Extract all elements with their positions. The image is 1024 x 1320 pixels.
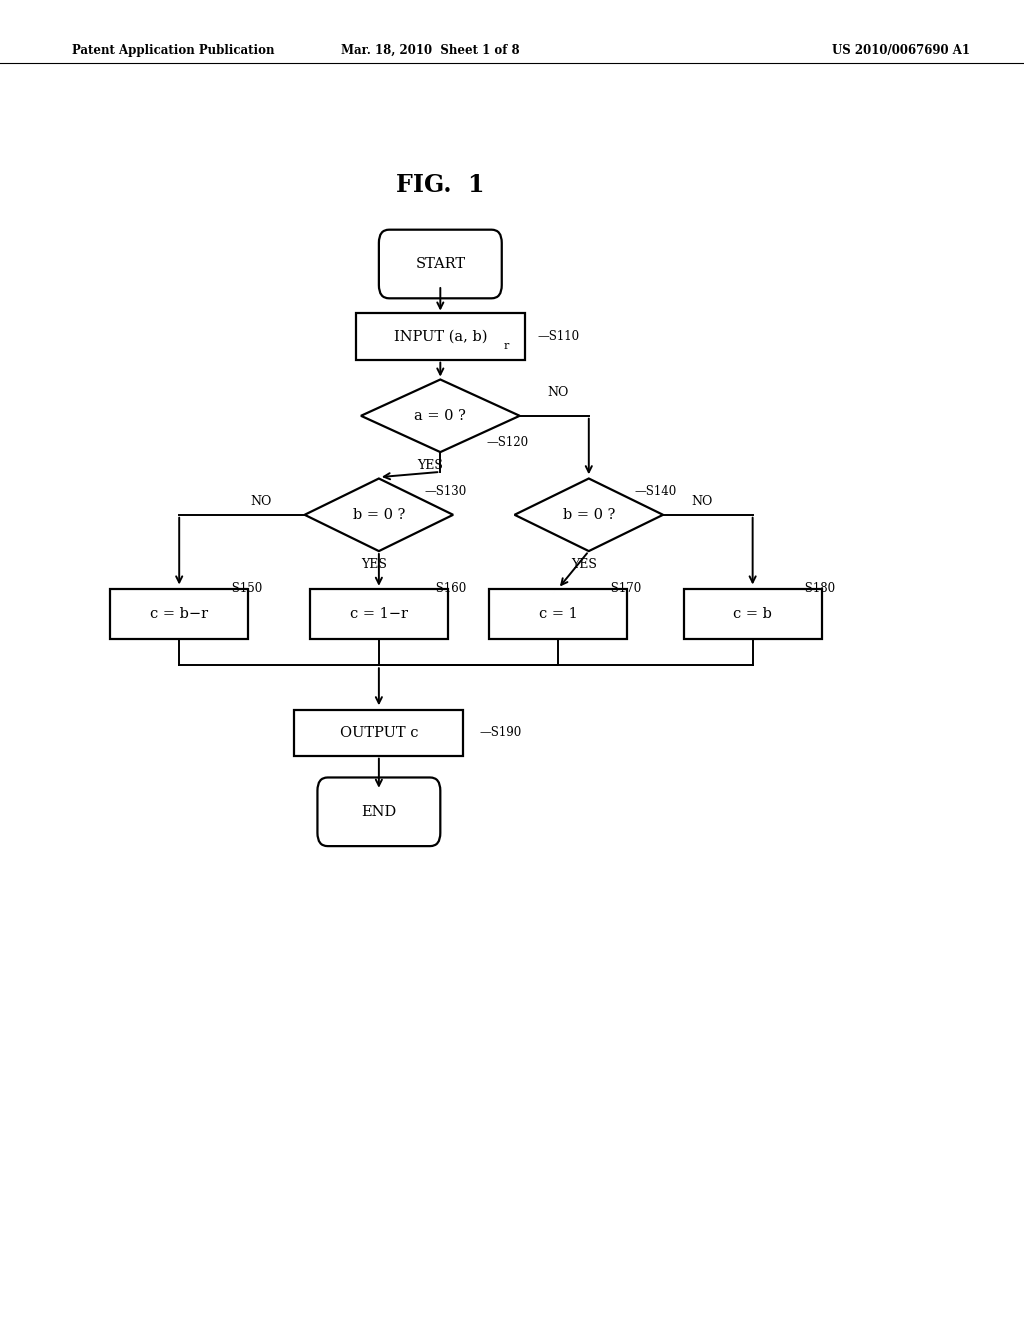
Text: Patent Application Publication: Patent Application Publication <box>72 44 274 57</box>
Text: —S140: —S140 <box>635 484 677 498</box>
Text: c = b−r: c = b−r <box>151 607 208 620</box>
Text: b = 0 ?: b = 0 ? <box>562 508 615 521</box>
Text: FIG.  1: FIG. 1 <box>396 173 484 197</box>
Text: START: START <box>416 257 465 271</box>
Text: YES: YES <box>417 459 443 473</box>
Text: c = 1−r: c = 1−r <box>350 607 408 620</box>
Text: —S150: —S150 <box>220 582 262 595</box>
Text: NO: NO <box>691 495 713 508</box>
Text: NO: NO <box>250 495 271 508</box>
Bar <box>295 710 463 755</box>
Bar <box>684 589 821 639</box>
Text: —S110: —S110 <box>538 330 580 343</box>
Text: INPUT (a, b): INPUT (a, b) <box>393 330 487 343</box>
Text: r: r <box>504 341 509 351</box>
Text: —S190: —S190 <box>479 726 521 739</box>
Text: —S160: —S160 <box>425 582 467 595</box>
Bar <box>489 589 627 639</box>
Text: US 2010/0067690 A1: US 2010/0067690 A1 <box>833 44 970 57</box>
Bar <box>356 313 524 359</box>
Text: Mar. 18, 2010  Sheet 1 of 8: Mar. 18, 2010 Sheet 1 of 8 <box>341 44 519 57</box>
Text: —S180: —S180 <box>794 582 836 595</box>
Text: END: END <box>361 805 396 818</box>
Bar <box>309 589 449 639</box>
Polygon shape <box>360 380 519 451</box>
FancyBboxPatch shape <box>317 777 440 846</box>
Polygon shape <box>514 479 664 552</box>
Text: c = b: c = b <box>733 607 772 620</box>
Text: a = 0 ?: a = 0 ? <box>415 409 466 422</box>
Text: NO: NO <box>548 385 569 399</box>
Bar <box>110 589 248 639</box>
FancyBboxPatch shape <box>379 230 502 298</box>
Text: YES: YES <box>360 558 387 572</box>
Text: —S130: —S130 <box>425 484 467 498</box>
Polygon shape <box>305 479 453 552</box>
Text: YES: YES <box>570 558 597 572</box>
Text: OUTPUT c: OUTPUT c <box>340 726 418 739</box>
Text: b = 0 ?: b = 0 ? <box>352 508 406 521</box>
Text: —S120: —S120 <box>486 436 528 449</box>
Text: c = 1: c = 1 <box>539 607 578 620</box>
Text: —S170: —S170 <box>599 582 641 595</box>
